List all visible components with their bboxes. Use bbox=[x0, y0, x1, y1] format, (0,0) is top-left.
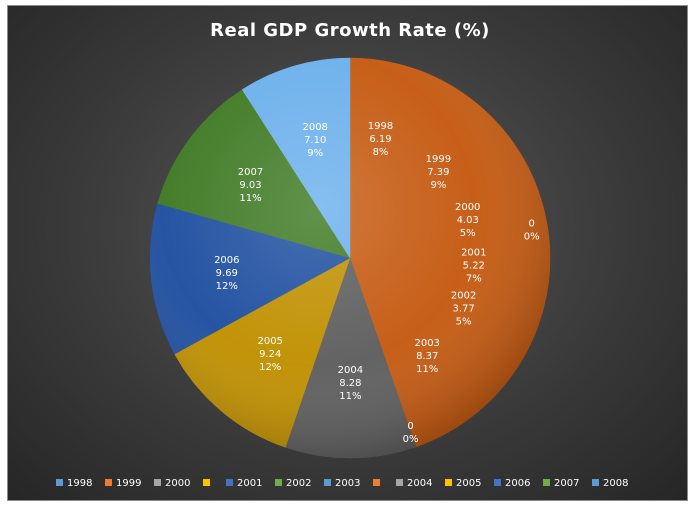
data-label: 6.19 bbox=[369, 134, 391, 145]
data-label: 2001 bbox=[461, 247, 486, 258]
legend-label: 2000 bbox=[165, 478, 190, 489]
legend-swatch bbox=[275, 479, 282, 486]
data-label: 7.10 bbox=[304, 135, 326, 146]
data-label: 8% bbox=[373, 147, 389, 158]
legend-label: 1998 bbox=[67, 478, 92, 489]
data-label: 11% bbox=[339, 391, 361, 402]
data-label: 0 bbox=[529, 219, 535, 230]
data-label: 8.28 bbox=[339, 378, 361, 389]
data-label: 9% bbox=[430, 180, 446, 191]
data-label: 0% bbox=[403, 434, 419, 445]
data-label: 2008 bbox=[302, 122, 327, 133]
data-label: 7.39 bbox=[427, 167, 449, 178]
legend-swatch bbox=[324, 479, 331, 486]
data-label: 2002 bbox=[451, 291, 476, 302]
legend-swatch bbox=[543, 479, 550, 486]
legend-swatch bbox=[494, 479, 501, 486]
legend-swatch bbox=[373, 479, 380, 486]
data-label: 5% bbox=[456, 317, 472, 328]
data-label: 12% bbox=[259, 362, 281, 373]
data-label: 2003 bbox=[414, 338, 439, 349]
data-label: 2007 bbox=[238, 167, 263, 178]
legend-label: 2005 bbox=[456, 478, 481, 489]
data-label: 2000 bbox=[455, 202, 480, 213]
data-label: 1999 bbox=[426, 154, 451, 165]
data-label: 4.03 bbox=[457, 215, 479, 226]
data-label: 9.24 bbox=[259, 349, 281, 360]
legend-swatch bbox=[105, 479, 112, 486]
data-label: 9.69 bbox=[216, 268, 238, 279]
legend-swatch bbox=[226, 479, 233, 486]
chart-area: Real GDP Growth Rate (%) 1998 6.19 8% 1999 7… bbox=[7, 5, 688, 501]
legend-label: 2007 bbox=[554, 478, 579, 489]
data-labels: 1998 6.19 8% 1999 7.39 9% 2000 4.03 5% 0 0% 2001 5.2… bbox=[214, 121, 540, 445]
legend-label: 2006 bbox=[505, 478, 530, 489]
data-label: 2006 bbox=[214, 255, 239, 266]
legend-label: 2008 bbox=[603, 478, 628, 489]
data-label: 0% bbox=[524, 232, 540, 243]
legend-label: 1999 bbox=[116, 478, 141, 489]
legend: 1998 1999 2000 2001 2002 2003 2004 2005 2006 2007… bbox=[56, 478, 628, 489]
legend-swatch bbox=[203, 479, 210, 486]
data-label: 9% bbox=[307, 148, 323, 159]
data-label: 11% bbox=[239, 193, 261, 204]
data-label: 1998 bbox=[368, 121, 393, 132]
legend-label: 2001 bbox=[237, 478, 262, 489]
legend-swatch bbox=[592, 479, 599, 486]
data-label: 11% bbox=[416, 364, 438, 375]
legend-swatch bbox=[56, 479, 63, 486]
chart-title: Real GDP Growth Rate (%) bbox=[210, 20, 490, 41]
data-label: 5% bbox=[460, 228, 476, 239]
legend-label: 2004 bbox=[407, 478, 432, 489]
data-label: 8.37 bbox=[416, 351, 438, 362]
data-label: 0 bbox=[407, 421, 413, 432]
legend-swatch bbox=[154, 479, 161, 486]
data-label: 12% bbox=[216, 281, 238, 292]
data-label: 2004 bbox=[338, 365, 363, 376]
data-label: 2005 bbox=[257, 336, 282, 347]
legend-swatch bbox=[396, 479, 403, 486]
pie-chart: Real GDP Growth Rate (%) 1998 6.19 8% 1999 7… bbox=[56, 20, 628, 489]
data-label: 9.03 bbox=[239, 180, 261, 191]
legend-label: 2002 bbox=[286, 478, 311, 489]
data-label: 3.77 bbox=[452, 304, 474, 315]
data-label: 5.22 bbox=[463, 260, 485, 271]
legend-label: 2003 bbox=[335, 478, 360, 489]
data-label: 7% bbox=[466, 273, 482, 284]
legend-swatch bbox=[445, 479, 452, 486]
